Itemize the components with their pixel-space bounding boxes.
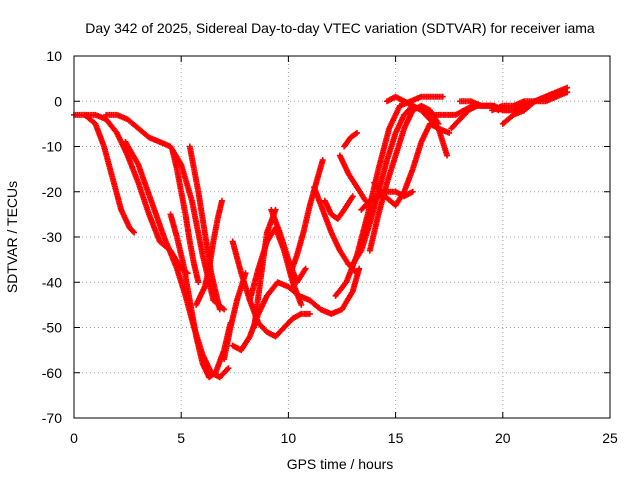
y-tick-label: -30: [42, 229, 62, 245]
data-point: [356, 265, 363, 272]
data-point: [306, 310, 313, 317]
data-point: [446, 129, 453, 136]
y-axis-label: SDTVAR / TECUs: [4, 181, 20, 293]
series-arc-21: [332, 93, 446, 299]
y-tick-label: -50: [42, 320, 62, 336]
data-point: [216, 306, 223, 313]
data-point: [439, 93, 446, 100]
series-arc-20: [341, 129, 361, 150]
data-point: [564, 89, 571, 96]
x-axis-label: GPS time / hours: [287, 456, 394, 472]
series-arc-6: [169, 148, 202, 286]
data-point: [298, 301, 305, 308]
data-point: [444, 152, 451, 159]
x-tick-label: 0: [70, 430, 78, 446]
x-tick-label: 10: [281, 430, 297, 446]
series-arc-19: [336, 152, 369, 204]
data-point: [195, 279, 202, 286]
data-point: [129, 228, 136, 235]
x-tick-label: 5: [177, 430, 185, 446]
x-tick-label: 20: [495, 430, 511, 446]
y-tick-label: -70: [42, 410, 62, 426]
series-arc-23: [366, 102, 442, 254]
chart-title: Day 342 of 2025, Sidereal Day-to-day VTE…: [85, 20, 595, 36]
plot-frame: [73, 55, 611, 419]
y-tick-label: 0: [54, 93, 62, 109]
data-point: [225, 365, 232, 372]
series-arc-8: [193, 197, 225, 308]
y-tick-label: -40: [42, 274, 62, 290]
series-arc-18: [321, 193, 356, 222]
data-point: [131, 229, 138, 236]
x-tick-label: 25: [602, 430, 618, 446]
y-tick-label: -20: [42, 184, 62, 200]
y-tick-label: -10: [42, 139, 62, 155]
data-point: [302, 265, 309, 272]
data-point: [349, 193, 356, 200]
data-point: [354, 129, 361, 136]
series-arc-9: [221, 270, 249, 363]
x-tick-label: 15: [388, 430, 404, 446]
data-points: [71, 84, 571, 381]
data-point: [319, 157, 326, 164]
y-tick-label: 10: [46, 48, 62, 64]
series-arc-5: [167, 211, 234, 381]
series-arc-17: [306, 265, 363, 317]
data-point: [409, 188, 416, 195]
series-arc-1: [71, 111, 138, 236]
series-arc-25: [358, 188, 416, 213]
axis-ticks: 0 5 10 15 20 25 -70 -60 -50 -40 -30 -20 -10 0 10: [42, 48, 618, 446]
series-arc-30: [489, 89, 571, 114]
y-tick-label: -60: [42, 365, 62, 381]
data-point: [193, 301, 200, 308]
